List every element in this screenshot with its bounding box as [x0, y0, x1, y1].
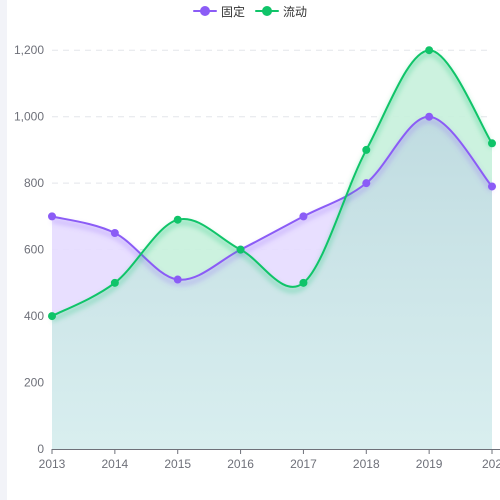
legend-dot-series-0	[199, 6, 210, 16]
data-point-series-0-2015[interactable]	[173, 275, 182, 284]
x-tick-label: 2018	[353, 457, 380, 471]
x-tick-label: 2014	[102, 457, 129, 471]
x-tick-label: 2017	[290, 457, 317, 471]
data-points	[48, 46, 496, 321]
data-point-series-1-2013[interactable]	[48, 312, 56, 321]
y-tick-label: 1,000	[14, 110, 44, 124]
x-tick-label: 2015	[164, 457, 191, 471]
data-point-series-1-2017[interactable]	[299, 278, 308, 287]
data-point-series-1-2016[interactable]	[236, 245, 245, 254]
y-tick-label: 400	[24, 309, 44, 323]
legend-item-series-1[interactable]: 流动	[255, 3, 307, 19]
legend-swatch-series-0	[192, 4, 217, 18]
y-tick-label: 1,200	[14, 43, 44, 57]
data-point-series-0-2014[interactable]	[110, 229, 119, 237]
area-fills	[52, 50, 492, 450]
data-point-series-0-2019[interactable]	[425, 112, 434, 121]
data-point-series-1-2015[interactable]	[173, 215, 182, 224]
data-point-series-0-2018[interactable]	[362, 179, 371, 188]
axes: 0 200 400 600 800 1,000 1,200 2013 2014 2015 2016 2…	[14, 43, 500, 471]
y-tick-label: 200	[24, 376, 44, 390]
legend-label-series-1: 流动	[283, 4, 308, 19]
legend-item-series-0[interactable]: 固定	[192, 3, 245, 19]
chart-legend: 固定 流动	[0, 3, 500, 19]
x-tick-label: 202	[482, 457, 500, 471]
x-tick-label: 2013	[39, 457, 66, 471]
data-point-series-0-2017[interactable]	[299, 212, 308, 221]
legend-label-series-0: 固定	[220, 4, 245, 19]
x-tick-label: 2016	[227, 457, 254, 471]
data-point-series-1-2018[interactable]	[362, 145, 371, 154]
data-point-series-1-2014[interactable]	[110, 278, 119, 287]
data-point-series-1-2020[interactable]	[488, 139, 496, 148]
legend-swatch-series-1	[255, 4, 279, 18]
legend-dot-series-1	[262, 6, 272, 16]
y-tick-label: 600	[24, 243, 44, 257]
series-line-shadow-1	[50, 51, 495, 323]
y-tick-label: 0	[37, 442, 44, 456]
left-panel-edge	[0, 0, 7, 500]
data-point-series-0-2020[interactable]	[488, 182, 496, 191]
x-tick-label: 2019	[416, 457, 443, 471]
data-point-series-0-2013[interactable]	[48, 212, 56, 221]
data-point-series-1-2019[interactable]	[425, 46, 434, 55]
y-tick-label: 800	[24, 176, 44, 190]
